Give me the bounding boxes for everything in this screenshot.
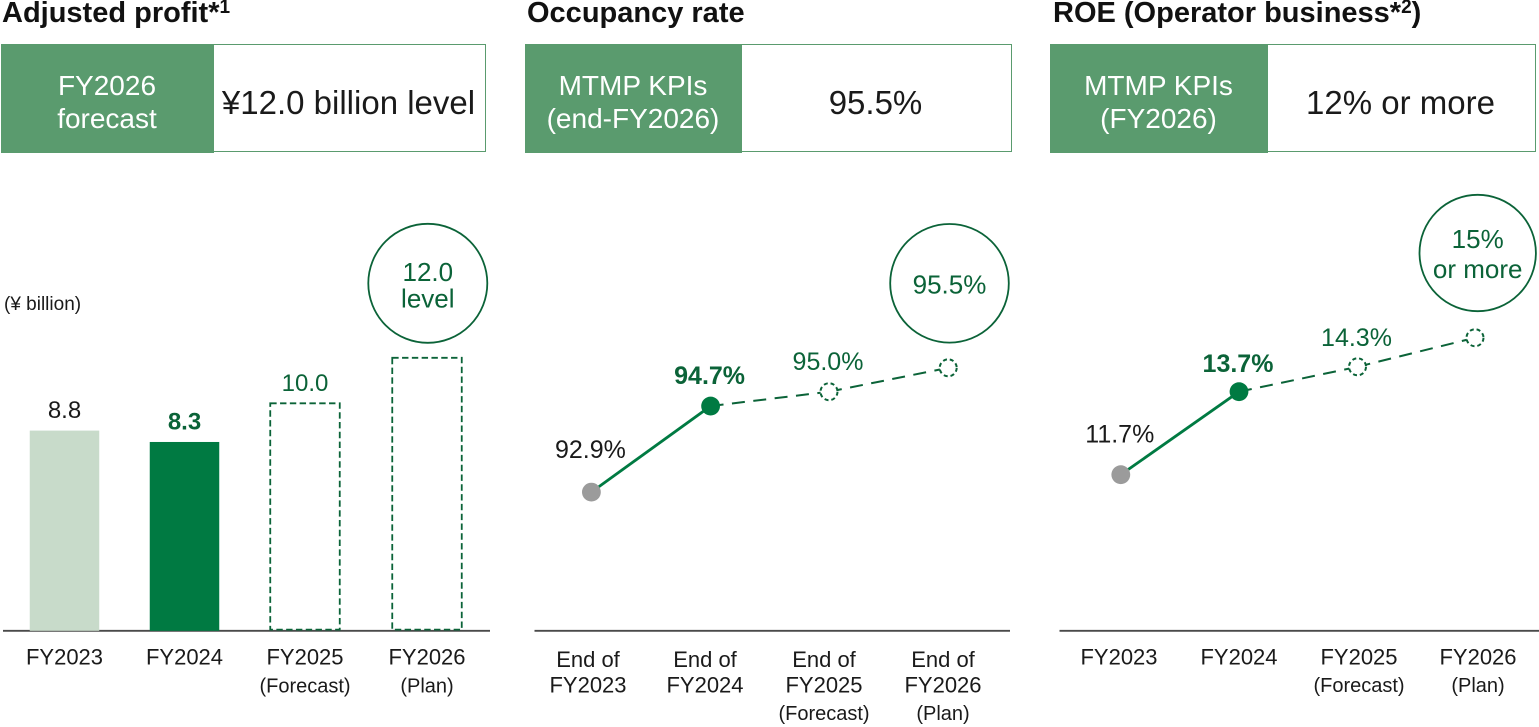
chart-line-2: FY2023 FY2024 FY2025 (Forecast) FY2026 (Plan)… (1059, 193, 1539, 697)
kpi-label-line1: FY2026 (57, 69, 157, 101)
title-text: ROE (Operator business* (1053, 0, 1402, 29)
point-marker-actual (1229, 382, 1249, 402)
y-unit-label: (¥ billion) (4, 294, 81, 315)
line-segment-forecast (710, 390, 830, 408)
bar-fy2026 (391, 356, 463, 631)
bar-fy2025 (269, 402, 341, 631)
target-annotation-text: 95.5% (913, 270, 987, 300)
x-tick-label: FY2024 (146, 645, 223, 670)
title-tail: ) (1411, 0, 1422, 29)
target-annotation-circle (889, 223, 1010, 344)
kpi-value-cell: ¥12.0 billion level (221, 83, 476, 121)
x-tick-label: End of (911, 647, 975, 672)
line-segment-actual (590, 404, 712, 494)
x-tick-label: End of (673, 647, 737, 672)
kpi-box-adjusted-profit: FY2026 forecast ¥12.0 billion level (0, 43, 486, 153)
kpi-label-line2: (end-FY2026) (546, 103, 720, 134)
x-tick-label: FY2025 (266, 645, 343, 670)
kpi-label-cell: FY2026 forecast (0, 43, 214, 153)
point-value-label: 13.7% (1203, 350, 1274, 378)
x-tick-sublabel: (Plan) (916, 703, 969, 725)
point-marker-past (1111, 465, 1131, 485)
target-annotation-text: level (401, 284, 454, 314)
kpi-label-line2: (FY2026) (1100, 103, 1217, 134)
x-tick-label: FY2026 (904, 673, 981, 698)
kpi-label-cell: MTMP KPIs (FY2026) (1049, 43, 1268, 153)
kpi-label-line1: MTMP KPIs (1084, 69, 1233, 101)
point-marker-forecast (1465, 328, 1485, 348)
kpi-label-cell: MTMP KPIs (end-FY2026) (524, 43, 742, 153)
kpi-box-occupancy-rate: MTMP KPIs (end-FY2026) 95.5% (524, 43, 1012, 153)
x-tick-sublabel: (Forecast) (259, 676, 350, 698)
point-marker-actual (701, 396, 720, 416)
point-marker-forecast (938, 358, 958, 378)
point-value-label: 94.7% (674, 362, 745, 390)
x-tick-label: FY2023 (549, 673, 626, 698)
kpi-value-cell: 12% or more (1306, 83, 1495, 121)
x-tick-sublabel: (Forecast) (778, 703, 869, 725)
bar-value-label: 10.0 (282, 370, 329, 397)
x-tick-label: FY2026 (388, 645, 465, 670)
point-marker-past (582, 482, 601, 502)
kpi-box-roe: MTMP KPIs (FY2026) 12% or more (1049, 43, 1536, 153)
panel-title-roe: ROE (Operator business*2) (1053, 0, 1421, 28)
x-tick-label: FY2025 (785, 673, 862, 698)
kpi-value-cell: 95.5% (828, 83, 923, 121)
kpi-label-line2: forecast (57, 103, 157, 134)
x-tick-label: FY2026 (1439, 645, 1516, 670)
bar-fy2024 (149, 441, 220, 631)
title-text: Occupancy rate (527, 0, 745, 29)
panel-title-occupancy-rate: Occupancy rate (527, 0, 745, 28)
target-annotation-circle (367, 222, 489, 344)
title-text: Adjusted profit* (2, 0, 220, 29)
kpi-label-line1: MTMP KPIs (558, 69, 708, 101)
title-superscript: 1 (219, 0, 231, 18)
x-tick-label: FY2023 (26, 645, 103, 670)
point-value-label: 92.9% (555, 436, 626, 464)
panel-title-adjusted-profit: Adjusted profit*1 (2, 0, 230, 28)
chart-bar-0: FY2023 FY2024 FY2025 (Forecast) FY2026 (Plan)… (3, 222, 490, 698)
x-tick-sublabel: (Plan) (1451, 675, 1504, 697)
x-tick-sublabel: (Forecast) (1313, 675, 1404, 697)
x-tick-label: FY2024 (666, 673, 743, 698)
line-segment-actual (1119, 390, 1240, 476)
target-annotation-text: 12.0 (402, 257, 453, 287)
target-annotation-circle (1418, 193, 1537, 313)
x-tick-label: FY2023 (1080, 645, 1157, 670)
point-value-label: 95.0% (793, 348, 864, 376)
point-value-label: 11.7% (1085, 421, 1154, 449)
bar-value-label: 8.3 (168, 408, 201, 435)
x-tick-label: End of (556, 647, 620, 672)
x-tick-label: FY2025 (1320, 645, 1397, 670)
point-value-label: 14.3% (1321, 324, 1392, 352)
target-annotation-text: or more (1433, 254, 1523, 284)
x-tick-label: End of (792, 647, 856, 672)
bar-value-label: 8.8 (48, 397, 81, 424)
point-marker-forecast (819, 382, 839, 402)
x-tick-label: FY2024 (1200, 645, 1277, 670)
title-superscript: 2 (1401, 0, 1412, 18)
bar-fy2023 (29, 430, 100, 631)
x-tick-sublabel: (Plan) (400, 676, 453, 698)
target-annotation-text: 15% (1452, 224, 1504, 254)
point-marker-forecast (1348, 357, 1367, 377)
